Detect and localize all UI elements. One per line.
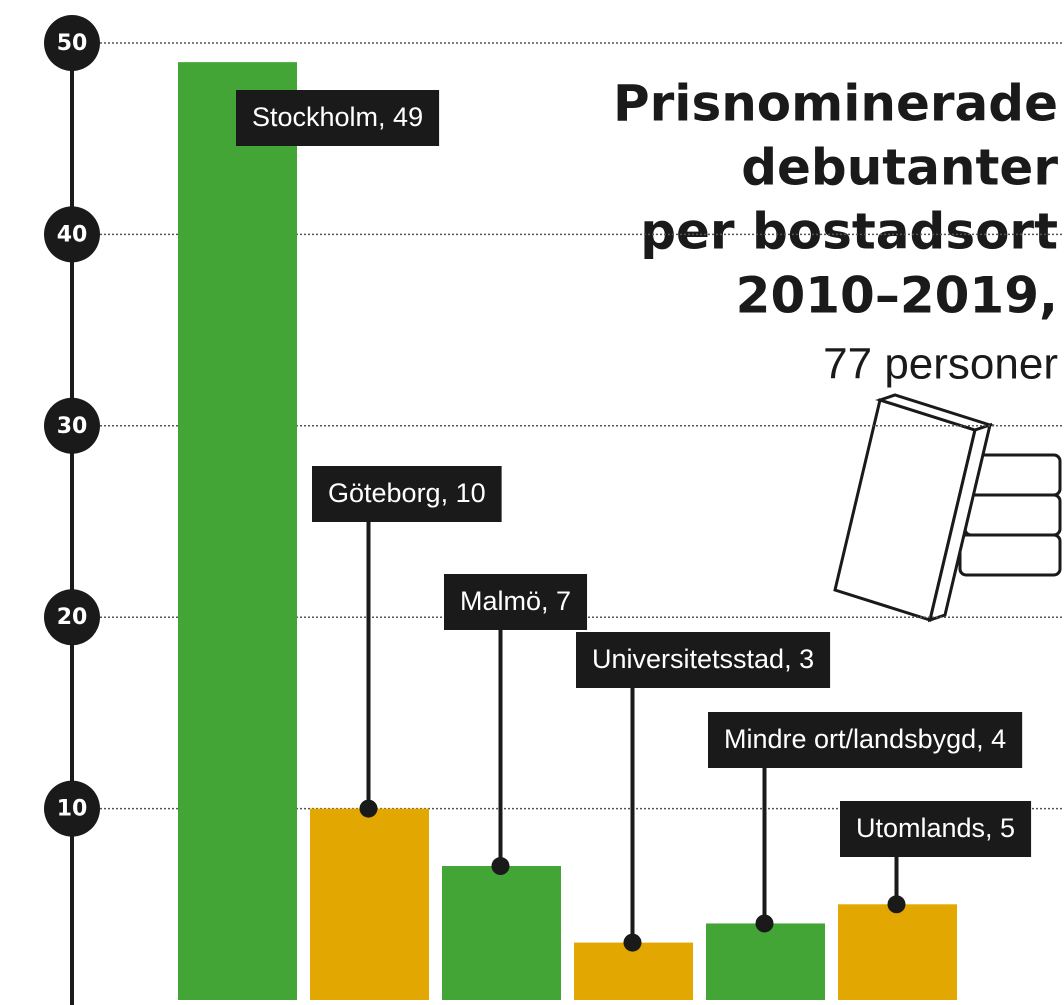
y-tick-label: 40 bbox=[57, 222, 88, 247]
bar bbox=[442, 866, 561, 1000]
label-box bbox=[840, 801, 1032, 857]
chart-title: per bostadsort bbox=[640, 203, 1058, 261]
connector-dot bbox=[755, 914, 774, 933]
data-label: Göteborg, 10 bbox=[328, 478, 486, 508]
connector-dot bbox=[623, 933, 642, 952]
data-label: Utomlands, 5 bbox=[856, 813, 1015, 843]
label-box bbox=[576, 632, 831, 688]
label-box bbox=[312, 466, 502, 522]
connector-dot bbox=[491, 857, 510, 876]
chart-title: 2010–2019, bbox=[736, 267, 1058, 325]
y-tick-label: 10 bbox=[57, 797, 88, 822]
y-tick-label: 20 bbox=[57, 605, 88, 630]
data-label: Stockholm, 49 bbox=[252, 102, 423, 132]
y-tick-badge bbox=[44, 15, 100, 71]
y-tick-badge bbox=[44, 397, 100, 454]
chart-subtitle: 77 personer bbox=[823, 340, 1058, 389]
connector-dot bbox=[887, 895, 906, 914]
chart-title: Prisnominerade bbox=[613, 75, 1058, 133]
data-label: Universitetsstad, 3 bbox=[592, 644, 814, 674]
data-label: Mindre ort/landsbygd, 4 bbox=[724, 724, 1006, 754]
data-label: Malmö, 7 bbox=[460, 586, 571, 616]
bar bbox=[706, 923, 825, 1000]
label-box bbox=[708, 712, 1023, 768]
y-tick-label: 30 bbox=[57, 414, 88, 439]
y-tick-badge bbox=[44, 589, 100, 646]
bar bbox=[310, 808, 429, 1000]
bar bbox=[178, 62, 297, 1000]
chart-title: debutanter bbox=[741, 139, 1058, 197]
y-tick-label: 50 bbox=[57, 31, 88, 56]
y-tick-badge bbox=[44, 206, 100, 263]
books-icon bbox=[833, 393, 1062, 623]
y-tick-badge bbox=[44, 780, 100, 837]
label-box bbox=[444, 574, 588, 630]
bar bbox=[574, 942, 693, 1000]
connector-dot bbox=[359, 799, 378, 818]
bar bbox=[838, 904, 957, 1000]
label-box bbox=[236, 90, 440, 146]
